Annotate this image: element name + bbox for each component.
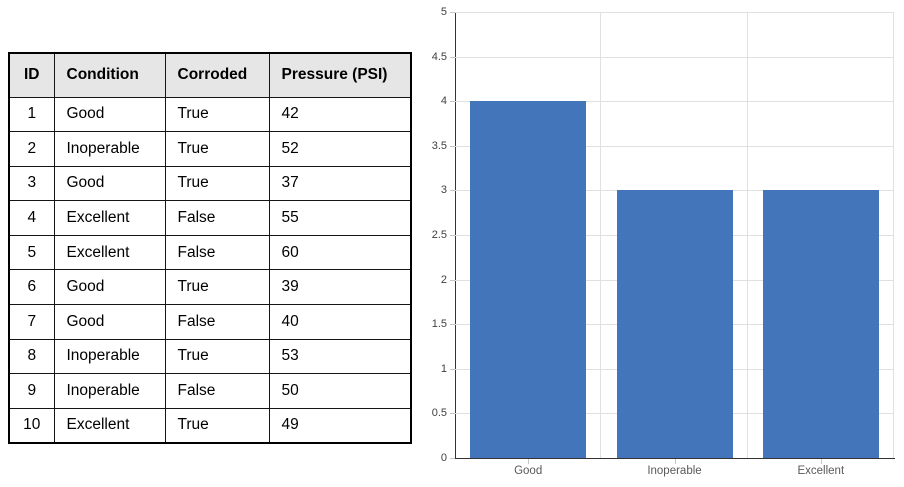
y-tick-label: 4.5 bbox=[431, 50, 447, 63]
table-cell: 42 bbox=[268, 96, 412, 133]
table-cell: Inoperable bbox=[53, 338, 166, 375]
table-cell: True bbox=[164, 131, 270, 167]
y-tick-mark bbox=[450, 12, 455, 13]
gridline-vertical bbox=[600, 12, 602, 458]
table-cell: True bbox=[164, 269, 270, 306]
y-tick-mark bbox=[450, 235, 455, 236]
y-tick-mark bbox=[450, 413, 455, 415]
table-row: 9 Inoperable False 50 bbox=[8, 373, 412, 409]
y-tick-label: 1 bbox=[440, 362, 447, 375]
table-cell: 9 bbox=[8, 373, 55, 409]
gridline-vertical bbox=[746, 12, 748, 458]
table-header-cell: Corroded bbox=[164, 52, 270, 98]
pipe-data-table: ID Condition Corroded Pressure (PSI) 1 Good T… bbox=[8, 52, 412, 444]
gridline-horizontal bbox=[455, 101, 894, 103]
x-axis-line bbox=[455, 458, 895, 459]
table-cell: 60 bbox=[268, 234, 412, 271]
bar-good bbox=[470, 101, 587, 458]
table-row: 7 Good False 40 bbox=[8, 304, 412, 340]
x-category-label: Inoperable bbox=[647, 465, 702, 477]
table-cell: 6 bbox=[8, 269, 55, 306]
gridline-horizontal bbox=[455, 56, 894, 58]
table-cell: Good bbox=[53, 96, 166, 133]
table-cell: True bbox=[164, 96, 270, 133]
table-cell: 2 bbox=[8, 131, 55, 167]
x-tick-mark bbox=[528, 459, 530, 464]
y-tick-label: 0 bbox=[440, 452, 447, 464]
table-cell: 39 bbox=[268, 269, 412, 306]
table-cell: False bbox=[164, 234, 270, 271]
y-tick-label: 4 bbox=[440, 95, 447, 108]
table-row: 4 Excellent False 55 bbox=[8, 200, 412, 236]
y-tick-mark bbox=[450, 190, 455, 192]
y-tick-label: 5 bbox=[440, 6, 447, 18]
table-cell: Excellent bbox=[53, 407, 166, 444]
table-cell: 40 bbox=[268, 304, 412, 340]
x-tick-mark bbox=[674, 459, 676, 464]
y-tick-label: 3 bbox=[440, 184, 447, 197]
table-row: 8 Inoperable True 53 bbox=[8, 338, 412, 375]
y-tick-label: 2 bbox=[440, 273, 447, 286]
table-row: 1 Good True 42 bbox=[8, 96, 412, 133]
gridline-vertical bbox=[893, 12, 894, 458]
y-tick-mark bbox=[450, 458, 455, 459]
table-cell: 37 bbox=[268, 165, 412, 202]
table-cell: True bbox=[164, 338, 270, 375]
table-cell: 55 bbox=[268, 200, 412, 236]
table-cell: 8 bbox=[8, 338, 55, 375]
x-tick-mark bbox=[820, 459, 822, 464]
table-header-row-inner: ID Condition Corroded Pressure (PSI) bbox=[8, 52, 412, 98]
chart-plot-area bbox=[455, 12, 894, 458]
y-tick-label: 2.5 bbox=[431, 229, 447, 241]
table-header-cell: ID bbox=[8, 52, 55, 98]
x-category-label: Good bbox=[514, 465, 543, 477]
y-tick-label: 0.5 bbox=[431, 407, 447, 420]
gridline-horizontal bbox=[455, 145, 894, 147]
table-row: 10 Excellent True 49 bbox=[8, 407, 412, 444]
bar-inoperable bbox=[616, 190, 733, 458]
table-cell: 52 bbox=[268, 131, 412, 167]
y-tick-mark bbox=[450, 368, 455, 370]
y-tick-label: 3.5 bbox=[431, 139, 447, 152]
table-header-cell: Pressure (PSI) bbox=[268, 52, 412, 98]
gridline-horizontal bbox=[455, 12, 894, 13]
bar-chart: 0 0.5 1 1.5 2 2.5 3 3.5 4 4.5 5 Good Inoperable Excel… bbox=[415, 0, 904, 487]
table-cell: Good bbox=[53, 165, 166, 202]
table-cell: Good bbox=[53, 269, 166, 306]
table-cell: 10 bbox=[8, 407, 55, 444]
table-cell: 5 bbox=[8, 234, 55, 271]
table-cell: Excellent bbox=[53, 234, 166, 271]
table-body: 1 Good True 42 2 Inoperable True 52 3 Good True 37 4… bbox=[8, 96, 412, 444]
table-cell: 4 bbox=[8, 200, 55, 236]
table-cell: False bbox=[164, 373, 270, 409]
bar-excellent bbox=[762, 190, 879, 458]
table-cell: False bbox=[164, 304, 270, 340]
table-cell: False bbox=[164, 200, 270, 236]
table-cell: 7 bbox=[8, 304, 55, 340]
table-cell: 53 bbox=[268, 338, 412, 375]
table-cell: Good bbox=[53, 304, 166, 340]
table-cell: 49 bbox=[268, 407, 412, 444]
y-tick-mark bbox=[450, 56, 455, 58]
y-tick-mark bbox=[450, 279, 455, 281]
table-cell: Inoperable bbox=[53, 373, 166, 409]
y-tick-mark bbox=[450, 324, 455, 326]
table-cell: Inoperable bbox=[53, 131, 166, 167]
table-cell: True bbox=[164, 165, 270, 202]
y-tick-mark bbox=[450, 145, 455, 147]
table-row: 3 Good True 37 bbox=[8, 165, 412, 202]
table-row: 2 Inoperable True 52 bbox=[8, 131, 412, 167]
y-tick-mark bbox=[450, 101, 455, 103]
table-cell: 3 bbox=[8, 165, 55, 202]
table-header-row: ID Condition Corroded Pressure (PSI) bbox=[8, 52, 412, 98]
y-tick-label: 1.5 bbox=[431, 318, 447, 331]
table-cell: 1 bbox=[8, 96, 55, 133]
table-row: 6 Good True 39 bbox=[8, 269, 412, 306]
table-cell: True bbox=[164, 407, 270, 444]
table-row: 5 Excellent False 60 bbox=[8, 234, 412, 271]
table-header-cell: Condition bbox=[53, 52, 166, 98]
table-cell: 50 bbox=[268, 373, 412, 409]
table-cell: Excellent bbox=[53, 200, 166, 236]
x-category-label: Excellent bbox=[797, 465, 845, 477]
